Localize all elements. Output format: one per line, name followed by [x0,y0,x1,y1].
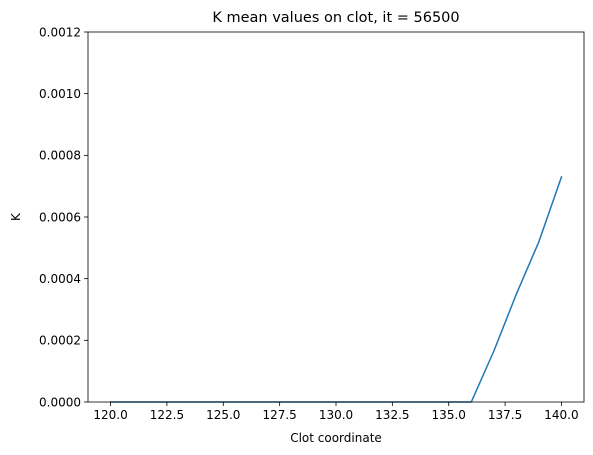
plot-area: 120.0 122.5 125.0 127.5 130.0 132.5 135.0 137.5… [39,25,585,422]
y-tick-label: 0.0008 [39,149,81,163]
x-tick-label: 135.0 [432,408,466,422]
x-tick-label: 125.0 [206,408,240,422]
y-tick-label: 0.0004 [39,272,81,286]
x-tick-label: 137.5 [488,408,522,422]
x-axis-label: Clot coordinate [290,431,382,445]
x-tick-label: 120.0 [93,408,127,422]
y-axis-label: K [9,212,23,221]
y-tick-label: 0.0000 [39,395,81,409]
y-tick-label: 0.0002 [39,334,81,348]
x-tick-label: 132.5 [375,408,409,422]
x-tick-label: 127.5 [262,408,296,422]
y-tick-label: 0.0012 [39,25,81,39]
x-tick-label: 122.5 [150,408,184,422]
x-tick-label: 140.0 [544,408,578,422]
chart-title: K mean values on clot, it = 56500 [212,10,459,26]
y-tick-label: 0.0006 [39,210,81,224]
y-tick-label: 0.0010 [39,87,81,101]
x-tick-label: 130.0 [319,408,353,422]
